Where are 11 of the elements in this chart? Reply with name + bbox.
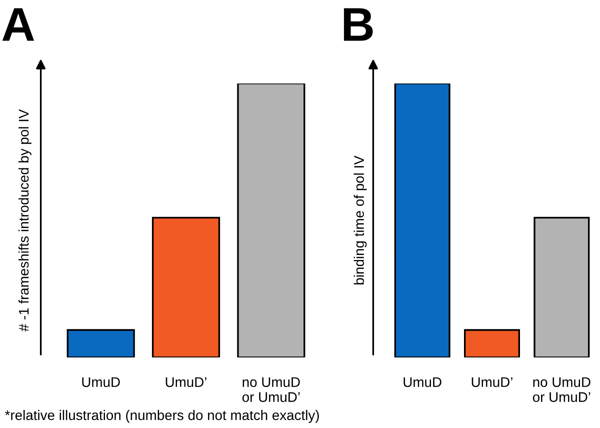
x-tick-label: UmuD <box>82 377 120 388</box>
text: *relative illustration (numbers do not match exactly) <box>5 410 319 423</box>
y-axis-title: binding time of pol IV <box>354 156 367 284</box>
chart-title: A <box>2 8 34 41</box>
x-tick-label: UmuD’ <box>472 377 512 388</box>
x-tick-label: no UmuD or UmuD’ <box>242 377 300 402</box>
x-tick-label: no UmuD or UmuD’ <box>532 377 590 402</box>
x-tick-label: UmuD <box>404 377 442 388</box>
x-tick-label: UmuD’ <box>166 377 206 388</box>
chart-title: B <box>344 8 373 41</box>
y-axis-title: # -1 frameshifts introduced by pol IV <box>18 109 32 332</box>
